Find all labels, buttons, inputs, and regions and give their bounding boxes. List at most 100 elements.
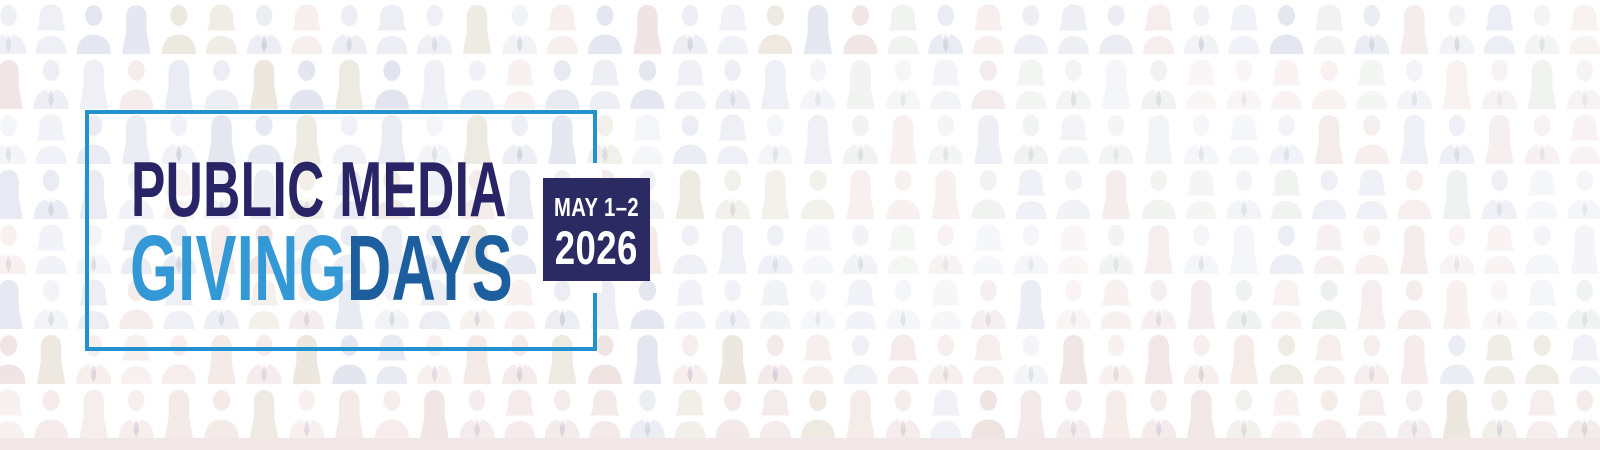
crowd-person-silhouette [1183, 114, 1219, 164]
crowd-person-silhouette [1056, 389, 1091, 439]
crowd-person-silhouette [1525, 225, 1560, 274]
crowd-person-silhouette [930, 389, 962, 439]
crowd-person-silhouette [1569, 114, 1600, 164]
crowd-person-silhouette [164, 60, 193, 109]
crowd-person-silhouette [0, 389, 24, 439]
crowd-person-silhouette [1313, 224, 1345, 274]
crowd-person-silhouette [1442, 390, 1471, 439]
crowd-person-silhouette [673, 225, 708, 274]
bottom-strip [0, 438, 1600, 450]
crowd-person-silhouette [1442, 170, 1471, 219]
crowd-person-silhouette [1269, 5, 1304, 55]
crowd-person-silhouette [1312, 170, 1347, 219]
crowd-person-silhouette [803, 115, 832, 164]
crowd-person-silhouette [715, 59, 751, 109]
crowd-person-silhouette [717, 4, 749, 54]
crowd-person-silhouette [1439, 4, 1475, 55]
crowd-person-silhouette [289, 389, 325, 439]
crowd-person-silhouette [887, 4, 919, 54]
crowd-person-silhouette [1482, 389, 1517, 439]
crowd-person-silhouette [1141, 279, 1177, 329]
crowd-person-silhouette [374, 390, 409, 439]
crowd-person-silhouette [1439, 335, 1474, 384]
crowd-person-silhouette [122, 5, 151, 54]
crowd-person-silhouette [1354, 4, 1390, 55]
crowd-person-silhouette [1570, 225, 1599, 274]
crowd-person-silhouette [630, 280, 665, 329]
crowd-person-silhouette [761, 60, 790, 109]
crowd-person-silhouette [35, 224, 67, 274]
crowd-person-silhouette [1102, 390, 1131, 439]
crowd-person-silhouette [1396, 389, 1432, 439]
crowd-person-silhouette [843, 335, 878, 384]
crowd-person-silhouette [1226, 59, 1262, 109]
crowd-person-silhouette [1528, 60, 1557, 109]
crowd-person-silhouette [1013, 5, 1048, 55]
crowd-person-silhouette [1442, 280, 1471, 329]
crowd-person-silhouette [1185, 59, 1217, 109]
crowd-person-silhouette [119, 60, 154, 109]
crowd-person-silhouette [0, 170, 23, 219]
crowd-person-silhouette [1058, 224, 1089, 274]
crowd-person-silhouette [1226, 389, 1262, 439]
crowd-person-silhouette [1400, 115, 1429, 164]
crowd-person-silhouette [1183, 4, 1219, 55]
crowd-person-silhouette [37, 335, 66, 384]
crowd-person-silhouette [845, 279, 876, 329]
crowd-person-silhouette [931, 170, 960, 219]
crowd-person-silhouette [1144, 335, 1173, 384]
crowd-person-silhouette [1269, 114, 1304, 164]
crowd-person-silhouette [1526, 279, 1558, 329]
crowd-person-silhouette [1187, 390, 1216, 439]
crowd-person-silhouette [1484, 224, 1515, 274]
crowd-person-silhouette [1058, 4, 1089, 54]
crowd-person-silhouette [1183, 224, 1219, 274]
crowd-person-silhouette [1485, 115, 1514, 164]
crowd-person-silhouette [1526, 389, 1558, 439]
crowd-person-silhouette [800, 279, 836, 329]
crowd-person-silhouette [420, 60, 449, 109]
crowd-person-silhouette [1144, 225, 1173, 274]
crowd-person-silhouette [1015, 59, 1047, 109]
crowd-person-silhouette [1356, 389, 1388, 439]
crowd-person-silhouette [1098, 114, 1134, 164]
crowd-person-silhouette [1056, 170, 1091, 219]
crowd-person-silhouette [802, 224, 834, 274]
crowd-person-silhouette [206, 4, 237, 54]
crowd-person-silhouette [1271, 169, 1302, 219]
crowd-person-silhouette [1484, 334, 1515, 384]
crowd-person-silhouette [79, 390, 108, 439]
crowd-person-silhouette [889, 115, 918, 164]
crowd-person-silhouette [887, 334, 919, 384]
crowd-person-silhouette [1482, 279, 1517, 329]
crowd-person-silhouette [1312, 60, 1347, 109]
crowd-person-silhouette [1059, 335, 1088, 384]
crowd-person-silhouette [885, 279, 921, 329]
logo-line2: GIVINGDAYS [130, 222, 513, 315]
crowd-person-silhouette [803, 5, 832, 54]
crowd-person-silhouette [164, 390, 193, 439]
crowd-person-silhouette [715, 169, 751, 219]
crowd-person-silhouette [1271, 279, 1302, 329]
crowd-person-silhouette [34, 390, 69, 439]
crowd-person-silhouette [758, 5, 793, 55]
crowd-person-silhouette [289, 60, 324, 109]
crowd-person-silhouette [1567, 389, 1600, 439]
crowd-person-silhouette [246, 4, 282, 55]
crowd-person-silhouette [1400, 5, 1429, 54]
crowd-person-silhouette [1183, 334, 1219, 384]
crowd-person-silhouette [972, 334, 1004, 384]
crowd-person-silhouette [35, 4, 67, 54]
crowd-person-silhouette [1102, 170, 1131, 219]
crowd-person-silhouette [633, 335, 662, 384]
crowd-person-silhouette [504, 389, 536, 439]
crowd-person-silhouette [1484, 4, 1515, 54]
crowd-person-silhouette [1567, 59, 1600, 109]
crowd-person-silhouette [674, 59, 706, 109]
crowd-person-silhouette [1144, 115, 1173, 164]
crowd-person-silhouette [1397, 170, 1432, 219]
crowd-person-silhouette [1482, 169, 1517, 219]
crowd-person-silhouette [335, 390, 364, 439]
crowd-person-silhouette [1228, 114, 1260, 164]
crowd-person-silhouette [0, 335, 26, 384]
